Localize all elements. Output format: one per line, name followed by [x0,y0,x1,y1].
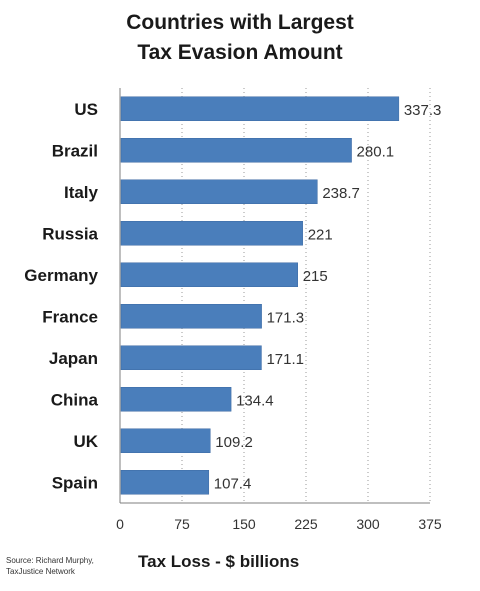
value-labels: 337.3 280.1 238.7 221 215 171.3 171.1 134.4 109.… [214,102,442,493]
category-label-russia: Russia [42,224,98,243]
source-line-2: TaxJustice Network [6,567,75,576]
bar-france [120,304,262,329]
source-note: Source: Richard Murphy, TaxJustice Netwo… [6,555,141,577]
category-label-germany: Germany [24,266,98,285]
chart-title-line-2: Tax Evasion Amount [137,41,343,64]
bar-us [120,96,400,121]
bar-germany [120,262,298,287]
value-label-uk: 109.2 [215,434,253,451]
category-label-italy: Italy [64,183,99,202]
value-label-brazil: 280.1 [357,143,395,160]
category-label-china: China [51,390,99,409]
category-label-spain: Spain [52,473,98,492]
x-tick-75: 75 [174,516,190,532]
category-labels: US Brazil Italy Russia Germany France Japan Chi… [24,100,98,493]
bar-russia [120,221,303,246]
x-tick-0: 0 [116,516,124,532]
value-label-russia: 221 [308,226,333,243]
x-tick-150: 150 [232,516,256,532]
bar-brazil [120,138,352,163]
bar-japan [120,345,262,370]
value-label-italy: 238.7 [322,185,360,202]
bar-uk [120,428,211,453]
bar-spain [120,470,210,495]
bars [120,96,400,495]
x-tick-300: 300 [356,516,380,532]
value-label-us: 337.3 [404,102,442,119]
chart-title: Countries with Largest Tax Evasion Amoun… [0,8,480,68]
gridlines [119,88,431,504]
x-tick-225: 225 [294,516,318,532]
bar-china [120,387,232,412]
category-label-us: US [74,100,98,119]
category-label-brazil: Brazil [52,141,98,160]
bar-italy [120,179,318,204]
value-label-spain: 107.4 [214,475,252,492]
category-label-japan: Japan [49,349,98,368]
source-line-1: Source: Richard Murphy, [6,556,94,565]
category-label-uk: UK [73,432,98,451]
value-label-japan: 171.1 [266,351,304,368]
value-label-france: 171.3 [267,309,305,326]
x-tick-labels: 0 75 150 225 300 375 [116,516,442,532]
x-axis-label: Tax Loss - $ billions [138,552,300,571]
chart-title-line-1: Countries with Largest [126,11,354,34]
category-label-france: France [42,307,98,326]
value-label-china: 134.4 [236,392,274,409]
value-label-germany: 215 [303,268,328,285]
x-tick-375: 375 [418,516,442,532]
